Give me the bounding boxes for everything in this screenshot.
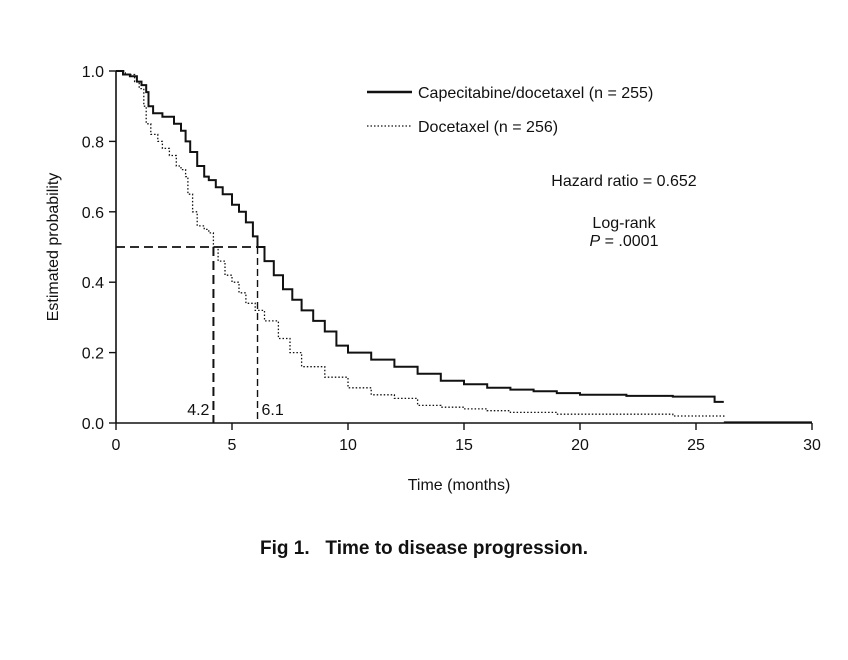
legend-label-capecitabine-docetaxel: Capecitabine/docetaxel (n = 255) — [418, 85, 653, 102]
legend: Capecitabine/docetaxel (n = 255) Docetax… — [367, 85, 653, 136]
x-tick-label-5: 5 — [228, 437, 237, 454]
x-tick-label-25: 25 — [687, 437, 705, 454]
x-tick-label-20: 20 — [571, 437, 589, 454]
x-tick-label-15: 15 — [455, 437, 473, 454]
series-line-docetaxel — [116, 70, 725, 418]
x-axis-title: Time (months) — [408, 477, 511, 494]
x-tick-label-0: 0 — [112, 437, 121, 454]
series-line-capecitabine-docetaxel — [116, 70, 724, 403]
median-label-4.2: 4.2 — [187, 402, 209, 419]
logrank-p-letter: P — [590, 233, 601, 250]
y-ticks: 0.0 0.2 0.4 0.6 0.8 1.0 — [82, 64, 116, 433]
y-tick-label-0: 0.0 — [82, 416, 104, 433]
series-group — [116, 70, 812, 423]
logrank-p-value: P = .0001 — [590, 233, 659, 250]
y-tick-label-4: 0.8 — [82, 134, 104, 151]
figure-caption: Fig 1. Time to disease progression. — [259, 538, 589, 559]
logrank-p-number: = .0001 — [600, 233, 658, 250]
y-tick-label-3: 0.6 — [82, 205, 104, 222]
hazard-ratio-annotation: Hazard ratio = 0.652 — [551, 173, 697, 190]
x-ticks: 0 5 10 15 20 25 30 — [112, 423, 821, 454]
median-label-6.1: 6.1 — [262, 402, 284, 419]
legend-label-docetaxel: Docetaxel (n = 256) — [418, 119, 558, 136]
median-lines: 4.2 6.1 — [116, 246, 284, 423]
x-tick-label-30: 30 — [803, 437, 821, 454]
x-tick-label-10: 10 — [339, 437, 357, 454]
logrank-title: Log-rank — [592, 215, 656, 232]
y-tick-label-5: 1.0 — [82, 64, 104, 81]
y-tick-label-1: 0.2 — [82, 346, 104, 363]
y-axis-title: Estimated probability — [45, 173, 62, 322]
y-tick-label-2: 0.4 — [82, 275, 104, 292]
